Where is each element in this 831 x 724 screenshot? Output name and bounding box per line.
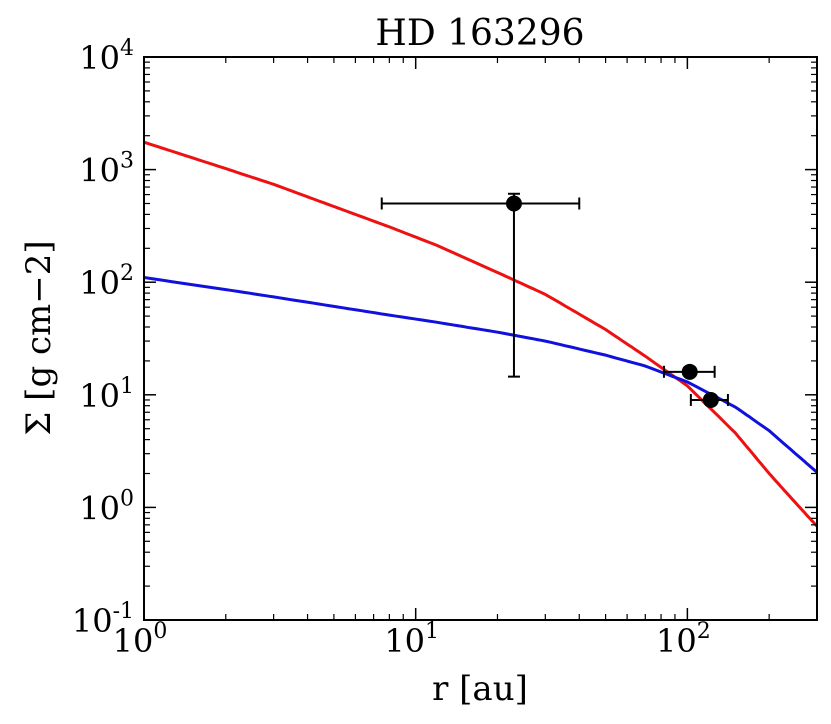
series-line-1 (144, 140, 817, 528)
y-tick-label-4: 102 (79, 261, 134, 302)
x-tick-label-3: 102 (656, 619, 711, 660)
data-point-2 (662, 363, 716, 380)
data-marker (702, 391, 719, 408)
y-tick-label-3: 101 (79, 374, 134, 415)
y-tick-label-5: 103 (79, 149, 134, 190)
y-axis-label: Σ [g cm−2] (19, 240, 59, 435)
data-marker (505, 195, 522, 212)
y-tick-label-2: 100 (79, 486, 134, 527)
x-axis-label: r [au] (432, 669, 528, 709)
y-tick-label-1: 10-1 (72, 599, 134, 640)
series-line-2 (144, 276, 817, 474)
x-tick-label-2: 101 (384, 619, 439, 660)
y-tick-label-6: 104 (79, 36, 134, 77)
chart-title: HD 163296 (375, 13, 584, 54)
data-marker (681, 363, 698, 380)
x-tick-label-1: 100 (113, 619, 168, 660)
plot-frame (143, 56, 818, 621)
data-point-3 (689, 391, 729, 408)
plot-area (144, 140, 817, 528)
data-point-1 (380, 192, 581, 378)
